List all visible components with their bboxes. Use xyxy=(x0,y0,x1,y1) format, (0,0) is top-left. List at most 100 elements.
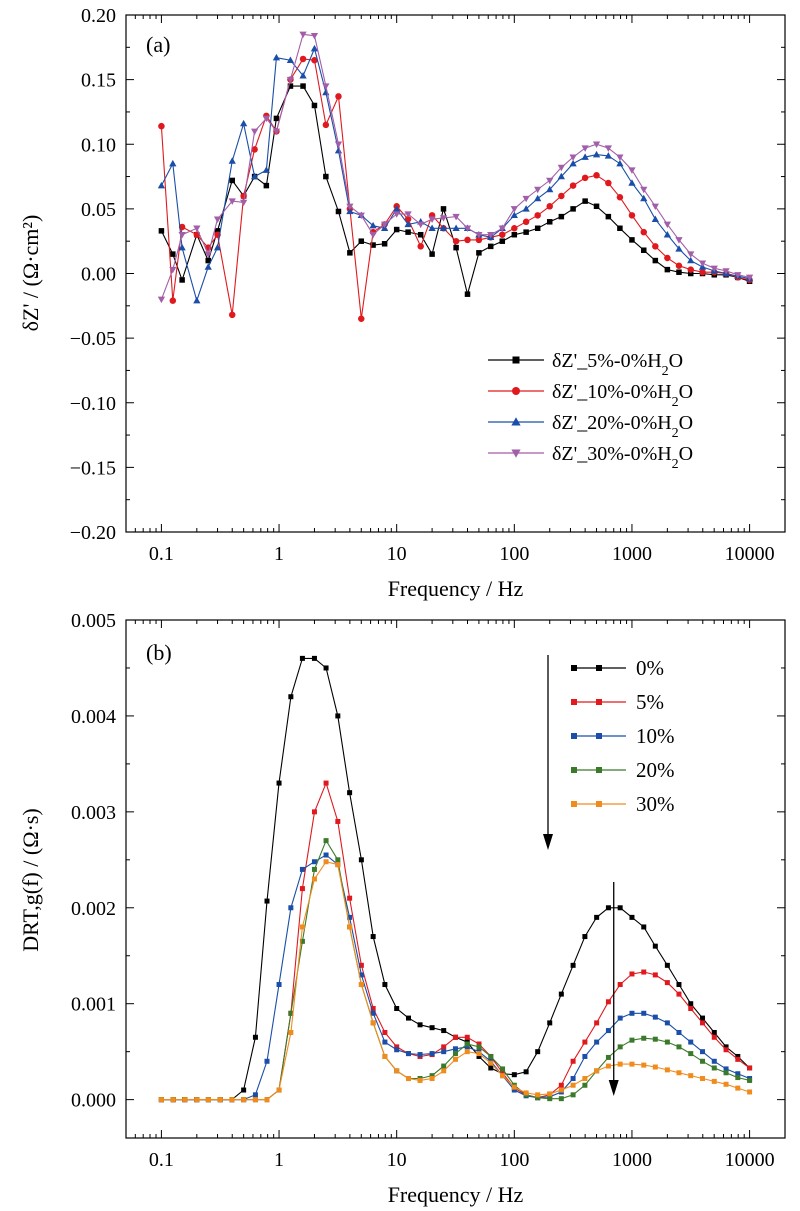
data-point-11 xyxy=(287,83,294,89)
x-tick-label: 10 xyxy=(387,1149,407,1171)
data-point-8 xyxy=(252,1097,258,1103)
data-point-41 xyxy=(641,1035,647,1041)
data-point-8 xyxy=(250,172,259,180)
data-point-40 xyxy=(628,167,636,174)
data-point-6 xyxy=(228,311,236,319)
data-point-29 xyxy=(500,1073,506,1079)
data-point-49 xyxy=(735,1071,741,1077)
x-tick-label: 1 xyxy=(274,543,284,565)
data-point-34 xyxy=(558,213,565,220)
y-axis: 0.000 0.001 0.002 0.003 0.004 0.005 xyxy=(71,610,785,1112)
data-point-31 xyxy=(523,1069,529,1075)
data-point-1 xyxy=(169,159,177,167)
data-point-18 xyxy=(370,1006,376,1011)
data-point-25 xyxy=(452,1046,458,1052)
data-point-42 xyxy=(652,1064,658,1070)
data-point-38 xyxy=(605,905,611,911)
data-point-43 xyxy=(664,254,671,262)
data-point-27 xyxy=(475,236,483,244)
data-point-20 xyxy=(393,211,401,218)
data-point-45 xyxy=(688,1051,694,1057)
data-point-35 xyxy=(570,1058,576,1064)
data-point-5 xyxy=(214,228,221,234)
data-point-16 xyxy=(347,250,353,256)
legend-marker xyxy=(571,699,577,705)
data-point-17 xyxy=(358,962,364,968)
data-point-49 xyxy=(734,272,742,279)
data-point-49 xyxy=(735,1056,741,1062)
data-point-24 xyxy=(441,1044,447,1050)
data-point-34 xyxy=(558,1082,564,1088)
data-point-49 xyxy=(735,1075,741,1081)
data-point-45 xyxy=(687,256,695,264)
plot-frame xyxy=(125,619,786,1139)
data-point-39 xyxy=(617,225,623,232)
x-tick-label: 100 xyxy=(499,543,529,565)
data-point-12 xyxy=(299,938,305,944)
data-point-40 xyxy=(628,179,636,186)
data-point-41 xyxy=(641,924,647,930)
data-point-33 xyxy=(546,219,553,225)
x-tick-label: 1000 xyxy=(612,543,652,565)
legend-text-part: O xyxy=(669,350,683,372)
series-3 xyxy=(158,852,753,1103)
y-tick-label: 0.10 xyxy=(81,134,116,156)
data-point-42 xyxy=(652,243,659,250)
data-point-15 xyxy=(335,208,342,215)
data-point-36 xyxy=(581,153,589,160)
data-point-19 xyxy=(382,1039,388,1045)
x-tick-label: 0.1 xyxy=(149,1149,174,1171)
data-point-26 xyxy=(464,1044,470,1050)
data-point-28 xyxy=(487,243,494,250)
legend-text-part: δZ'_20%-0%H xyxy=(552,412,672,434)
data-point-35 xyxy=(570,1076,576,1082)
data-point-48 xyxy=(723,1066,729,1072)
x-tick-label: 1000 xyxy=(612,1149,652,1171)
data-point-15 xyxy=(335,857,341,863)
data-point-48 xyxy=(723,1070,729,1076)
data-point-27 xyxy=(476,1051,482,1057)
data-point-20 xyxy=(393,226,400,233)
data-point-50 xyxy=(747,1089,753,1095)
data-point-19 xyxy=(382,982,388,988)
data-point-33 xyxy=(546,177,554,185)
data-point-42 xyxy=(652,943,658,949)
data-point-26 xyxy=(464,1034,470,1040)
data-point-13 xyxy=(311,809,317,815)
data-point-39 xyxy=(617,982,623,988)
data-point-37 xyxy=(594,914,600,920)
legend-marker xyxy=(596,801,602,807)
data-point-38 xyxy=(605,999,611,1005)
data-point-3 xyxy=(193,225,201,233)
data-point-45 xyxy=(687,251,695,258)
data-point-11 xyxy=(288,694,294,700)
legend-marker xyxy=(571,767,577,773)
data-point-9 xyxy=(264,1058,270,1064)
data-point-1 xyxy=(170,1097,176,1103)
data-point-33 xyxy=(546,185,554,193)
legend-marker xyxy=(571,801,577,807)
data-point-4 xyxy=(205,257,211,264)
series-line xyxy=(160,58,750,319)
data-point-24 xyxy=(441,1028,447,1034)
data-point-48 xyxy=(722,268,730,275)
y-axis-title: δZ' / (Ω·cm²) xyxy=(18,215,43,332)
legend-marker xyxy=(596,699,602,705)
series-3 xyxy=(157,44,754,304)
data-point-13 xyxy=(311,56,318,64)
data-point-46 xyxy=(700,1020,706,1026)
y-tick-label: −0.20 xyxy=(70,522,116,544)
data-point-17 xyxy=(358,315,365,322)
data-point-16 xyxy=(346,207,354,215)
data-point-26 xyxy=(464,291,471,297)
data-point-21 xyxy=(404,211,412,218)
data-point-37 xyxy=(593,203,600,210)
data-point-10 xyxy=(276,1087,282,1093)
data-point-12 xyxy=(299,31,307,39)
data-point-38 xyxy=(604,152,612,159)
data-point-12 xyxy=(300,83,306,89)
data-point-25 xyxy=(452,1056,458,1062)
data-point-46 xyxy=(700,1015,706,1021)
data-point-36 xyxy=(582,1039,588,1045)
data-point-0 xyxy=(158,228,165,234)
